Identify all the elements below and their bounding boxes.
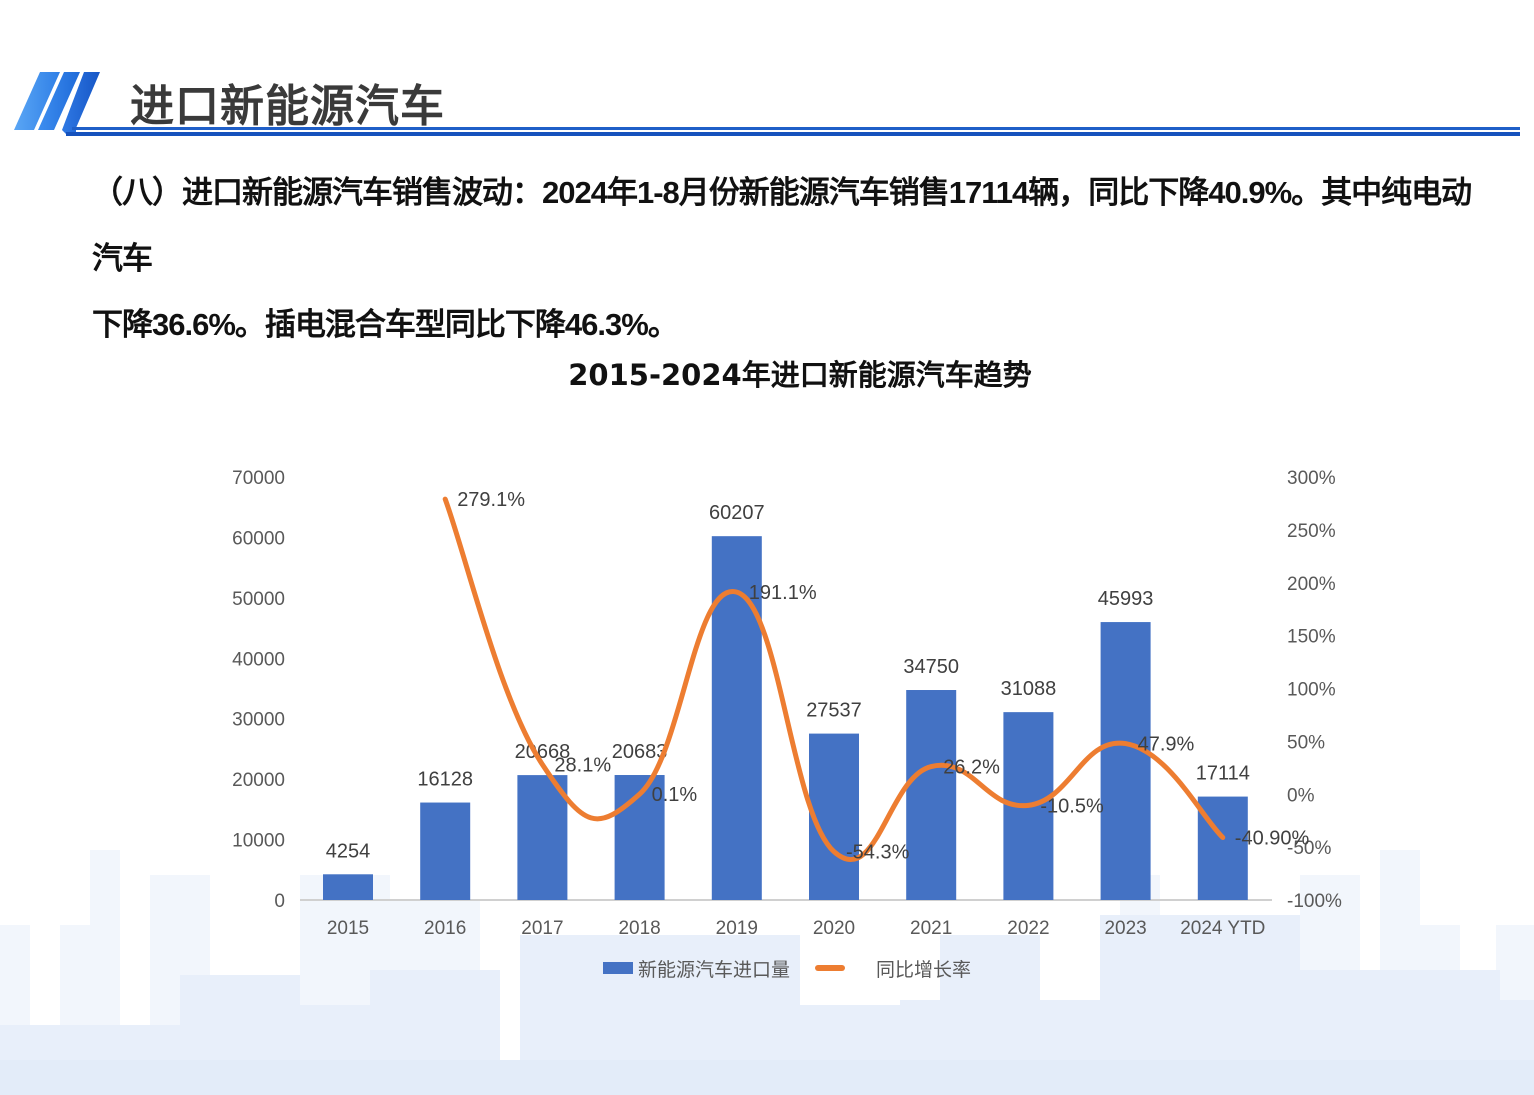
page-title: 进口新能源汽车 — [130, 81, 445, 132]
legend-line-label: 同比增长率 — [876, 959, 971, 981]
left-axis-tick: 20000 — [232, 770, 285, 791]
bar-value-label: 27537 — [806, 700, 862, 722]
summary-line-2: 下降36.6%。插电混合车型同比下降46.3%。 — [92, 307, 679, 342]
x-axis-tick: 2015 — [327, 918, 369, 939]
right-axis-tick: 250% — [1287, 521, 1336, 542]
line-value-label: 279.1% — [457, 489, 525, 511]
right-axis-tick: 200% — [1287, 574, 1336, 595]
right-axis-tick: 100% — [1287, 680, 1336, 701]
x-axis-tick: 2022 — [1007, 918, 1049, 939]
bar — [323, 874, 373, 900]
x-axis-tick: 2024 YTD — [1180, 918, 1265, 939]
bar-value-label: 34750 — [903, 656, 959, 678]
x-axis-tick: 2021 — [910, 918, 952, 939]
line-value-label: 26.2% — [943, 757, 1000, 779]
x-axis-tick: 2017 — [521, 918, 563, 939]
right-y-axis: -100% -50% 0% 50% 100% 150% 200% 250% 300% — [1287, 468, 1342, 912]
bar — [1100, 622, 1151, 900]
right-axis-tick: -100% — [1287, 891, 1342, 912]
summary-line-1: （八）进口新能源汽车销售波动：2024年1-8月份新能源汽车销售17114辆，同… — [92, 175, 1472, 276]
x-axis-tick: 2018 — [618, 918, 660, 939]
legend-bar-label: 新能源汽车进口量 — [638, 959, 790, 981]
bar-value-label: 45993 — [1098, 588, 1154, 610]
right-axis-tick: 150% — [1287, 627, 1336, 648]
x-axis-tick: 2023 — [1104, 918, 1146, 939]
legend: 新能源汽车进口量 同比增长率 — [603, 959, 971, 981]
right-axis-tick: 0% — [1287, 785, 1315, 806]
left-axis-tick: 40000 — [232, 649, 285, 670]
line-data-labels: 279.1% 28.1% 0.1% 191.1% -54.3% 26.2% -10.5% 47… — [457, 489, 1309, 864]
line-value-label: -10.5% — [1040, 795, 1104, 817]
bar-value-label: 16128 — [417, 769, 473, 791]
line-value-label: 191.1% — [749, 582, 817, 604]
x-axis-tick: 2016 — [424, 918, 466, 939]
chart-title-years: 2015-2024 — [568, 358, 742, 392]
bar-value-label: 20683 — [612, 741, 668, 763]
bar — [906, 690, 957, 900]
bar — [517, 775, 568, 900]
legend-line-swatch-icon — [815, 965, 845, 971]
left-axis-tick: 60000 — [232, 528, 285, 549]
bar-value-label: 17114 — [1196, 763, 1250, 785]
x-axis-tick: 2019 — [716, 918, 758, 939]
line-value-label: -40.90% — [1235, 828, 1310, 850]
bar-value-label: 31088 — [1001, 678, 1057, 700]
chart-title-text: 年进口新能源汽车趋势 — [741, 358, 1032, 392]
chart-title: 2015-2024年进口新能源汽车趋势 — [0, 352, 1534, 394]
left-axis-tick: 70000 — [232, 468, 285, 489]
bar-data-labels: 4254 16128 20668 20683 60207 27537 34750 31088 4… — [326, 502, 1250, 862]
summary-paragraph: （八）进口新能源汽车销售波动：2024年1-8月份新能源汽车销售17114辆，同… — [92, 160, 1492, 358]
bar-value-label: 4254 — [326, 840, 371, 862]
bar — [420, 802, 471, 900]
right-axis-tick: -50% — [1287, 838, 1331, 859]
line-value-label: 47.9% — [1138, 734, 1195, 756]
legend-bar-swatch-icon — [603, 962, 633, 974]
line-value-label: 0.1% — [652, 784, 698, 806]
left-axis-tick: 0 — [274, 891, 285, 912]
x-axis-tick: 2020 — [813, 918, 855, 939]
line-value-label: -54.3% — [846, 842, 910, 864]
left-axis-tick: 50000 — [232, 589, 285, 610]
right-axis-tick: 50% — [1287, 732, 1325, 753]
growth-rate-line — [442, 496, 1226, 863]
bar-value-label: 60207 — [709, 502, 765, 524]
line-value-label: 28.1% — [554, 755, 611, 777]
bar — [809, 733, 859, 900]
left-axis-tick: 10000 — [232, 831, 285, 852]
right-axis-tick: 300% — [1287, 468, 1336, 489]
bar-value-label: 20668 — [515, 741, 571, 763]
left-axis-tick: 30000 — [232, 710, 285, 731]
header-stripe-icon — [14, 72, 1520, 136]
x-axis-ticks: 2015 2016 2017 2018 2019 2020 2021 2022 2023 2024… — [327, 918, 1266, 939]
left-y-axis: 0 10000 20000 30000 40000 50000 60000 70000 — [232, 468, 285, 912]
section-header: 进口新能源汽车 — [0, 60, 1534, 140]
